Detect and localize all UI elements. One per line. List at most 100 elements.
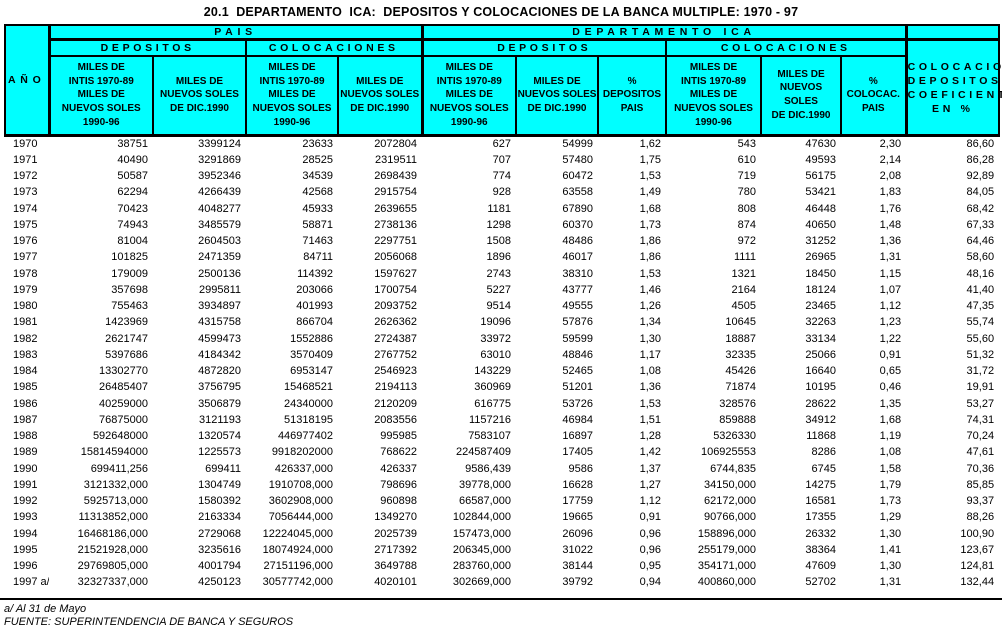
year-cell: 1994	[13, 527, 38, 540]
value-cell: 1,68	[879, 413, 902, 426]
value-cell: 9586	[568, 462, 594, 475]
year-cell: 1995	[13, 543, 38, 556]
value-cell: 74943	[117, 218, 148, 231]
value-cell: 47609	[805, 560, 837, 573]
value-cell: 3291869	[198, 153, 241, 166]
value-cell: 4505	[731, 300, 757, 313]
value-cell: 16640	[805, 365, 837, 378]
value-cell: 0,96	[639, 543, 662, 556]
value-cell: 1320574	[198, 430, 241, 443]
page-title: 20.1 DEPARTAMENTO ICA: DEPOSITOS Y COLOC…	[203, 5, 799, 19]
value-cell: 1298	[486, 218, 512, 231]
value-cell: 51318195	[284, 413, 333, 426]
value-cell: 0,95	[639, 560, 662, 573]
value-cell: 39778,000	[459, 478, 512, 491]
value-cell: 616775	[474, 397, 512, 410]
value-cell: 38144	[562, 560, 594, 573]
table-row: 1971 40490 3291869 28525 2319511 707 57480 1,75…	[5, 152, 999, 168]
value-cell: 64,46	[966, 235, 995, 248]
value-cell: 31,72	[966, 365, 995, 378]
table-row: 1989 15814594000 1225573 9918202000 768622 22…	[5, 444, 999, 460]
value-cell: 874	[737, 218, 757, 231]
year-cell: 1981	[13, 316, 38, 329]
table-row: 1993 11313852,000 2163334 7056444,000 134927…	[5, 509, 999, 525]
table-row: 1996 29769805,000 4001794 27151196,000 36497…	[5, 558, 999, 574]
value-cell: 1,53	[639, 267, 662, 280]
value-cell: 0,96	[639, 527, 662, 540]
value-cell: 3121332,000	[83, 478, 148, 491]
value-cell: 62294	[117, 186, 148, 199]
value-cell: 2546923	[374, 365, 418, 378]
value-cell: 19096	[480, 316, 512, 329]
value-cell: 2500136	[198, 267, 241, 280]
value-cell: 4001794	[198, 560, 241, 573]
value-cell: 1,86	[639, 251, 662, 264]
value-cell: 627	[492, 138, 512, 151]
value-cell: 16897	[562, 430, 594, 443]
year-cell: 1982	[13, 332, 38, 345]
value-cell: 18124	[805, 283, 837, 296]
value-cell: 38310	[562, 267, 594, 280]
value-cell: 2995811	[198, 283, 241, 296]
header-ica-col-soles: MILES DE NUEVOS SOLES DE DIC.1990	[760, 54, 843, 137]
value-cell: 1111	[733, 251, 757, 264]
table-row: 1980 755463 3934897 401993 2093752 9514 49555 1…	[5, 298, 999, 314]
value-cell: 7056444,000	[268, 511, 333, 524]
value-cell: 8286	[811, 446, 837, 459]
value-cell: 1,30	[879, 527, 902, 540]
value-cell: 1,68	[639, 202, 662, 215]
value-cell: 0,91	[639, 511, 662, 524]
value-cell: 55,74	[966, 316, 995, 329]
value-cell: 2604503	[198, 235, 241, 248]
value-cell: 1,17	[639, 348, 662, 361]
value-cell: 808	[737, 202, 757, 215]
value-cell: 2626362	[374, 316, 418, 329]
table-row: 1997 a/32327337,000 4250123 30577742,000 40…	[5, 574, 999, 590]
table-row: 1974 70423 4048277 45933 2639655 1181 67890 1,6…	[5, 201, 999, 217]
header-coeficiente: COLOCACIONES/DEPOSITOSCOEFICIENTEEN %	[904, 38, 1002, 137]
value-cell: 859888	[719, 413, 757, 426]
year-cell: 1993	[13, 511, 38, 524]
value-cell: 1552886	[290, 332, 333, 345]
value-cell: 60370	[562, 218, 594, 231]
value-cell: 46017	[562, 251, 594, 264]
value-cell: 1,41	[879, 543, 902, 556]
value-cell: 58871	[302, 218, 333, 231]
value-cell: 49555	[562, 300, 594, 313]
year-cell: 1972	[13, 170, 38, 183]
value-cell: 47630	[805, 138, 837, 151]
value-cell: 19665	[562, 511, 594, 524]
value-cell: 0,65	[879, 365, 902, 378]
value-cell: 1580392	[198, 495, 241, 508]
value-cell: 31252	[805, 235, 837, 248]
value-cell: 4250123	[198, 576, 241, 589]
value-cell: 23633	[302, 138, 333, 151]
header-ica-colocaciones: COLOCACIONES	[665, 38, 908, 57]
value-cell: 54999	[562, 138, 594, 151]
value-cell: 27151196,000	[263, 560, 333, 573]
value-cell: 1,27	[639, 478, 662, 491]
value-cell: 40490	[117, 153, 148, 166]
value-cell: 2698439	[374, 170, 418, 183]
value-cell: 34150,000	[704, 478, 757, 491]
value-cell: 1,36	[879, 235, 902, 248]
table-row: 1995 21521928,000 3235616 18074924,000 27173…	[5, 542, 999, 558]
value-cell: 10645	[725, 316, 757, 329]
header-ica-depositos: DEPOSITOS	[420, 38, 668, 57]
value-cell: 17759	[562, 495, 594, 508]
value-cell: 4048277	[198, 202, 241, 215]
value-cell: 2743	[486, 267, 512, 280]
year-cell: 1976	[13, 235, 38, 248]
value-cell: 1,29	[879, 511, 902, 524]
value-cell: 995985	[380, 430, 418, 443]
value-cell: 58,60	[966, 251, 995, 264]
value-cell: 2915754	[374, 186, 418, 199]
value-cell: 26965	[805, 251, 837, 264]
value-cell: 26485407	[99, 381, 148, 394]
table-row: 1983 5397686 4184342 3570409 2767752 63010 488…	[5, 347, 999, 363]
value-cell: 19,91	[966, 381, 995, 394]
value-cell: 0,46	[879, 381, 902, 394]
value-cell: 32327337,000	[77, 576, 148, 589]
value-cell: 719	[737, 170, 757, 183]
